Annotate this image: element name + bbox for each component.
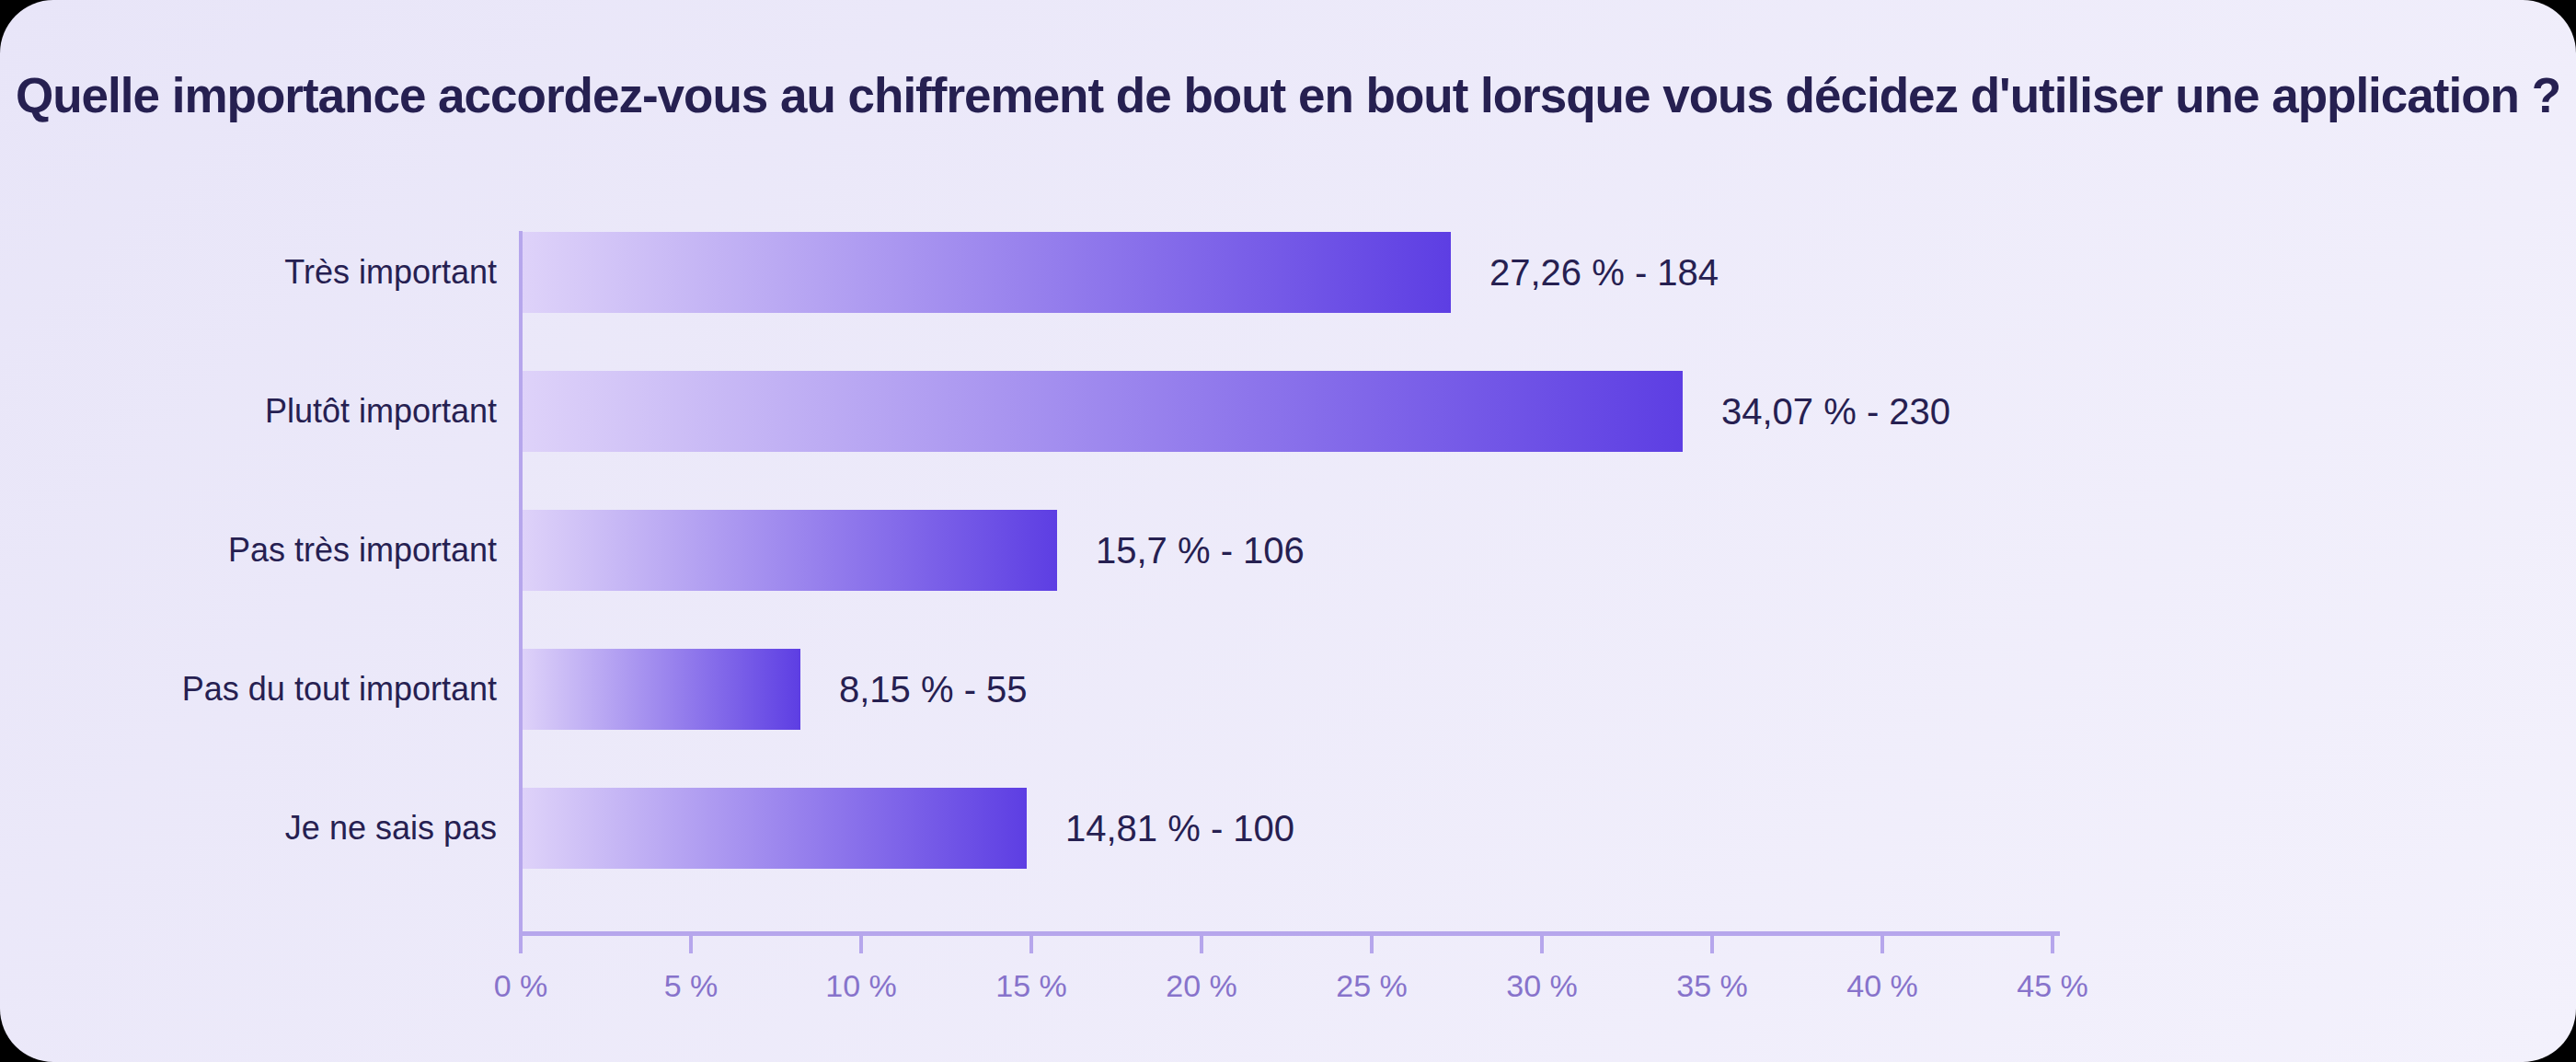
- x-tick-label: 25 %: [1336, 968, 1408, 1004]
- value-label: 15,7 % - 106: [1096, 530, 1305, 571]
- x-axis-tick: [1029, 933, 1033, 953]
- x-axis-line: [519, 931, 2060, 936]
- x-tick-label: 45 %: [2017, 968, 2088, 1004]
- x-axis-tick: [1880, 933, 1884, 953]
- x-axis-tick: [689, 933, 693, 953]
- x-axis-tick: [1370, 933, 1374, 953]
- category-label: Je ne sais pas: [55, 809, 497, 848]
- value-label: 14,81 % - 100: [1065, 808, 1294, 849]
- x-tick-label: 30 %: [1506, 968, 1578, 1004]
- x-tick-label: 35 %: [1676, 968, 1748, 1004]
- x-axis-tick: [1540, 933, 1544, 953]
- x-axis-tick: [1200, 933, 1203, 953]
- x-axis-tick: [2051, 933, 2054, 953]
- x-tick-label: 0 %: [494, 968, 548, 1004]
- value-label: 27,26 % - 184: [1489, 252, 1719, 294]
- survey-card: Quelle importance accordez-vous au chiff…: [0, 0, 2576, 1062]
- value-label: 34,07 % - 230: [1721, 391, 1950, 433]
- x-tick-label: 5 %: [664, 968, 719, 1004]
- y-axis-line: [519, 231, 523, 953]
- x-tick-label: 20 %: [1166, 968, 1237, 1004]
- x-axis-tick: [519, 933, 523, 953]
- x-tick-label: 15 %: [995, 968, 1067, 1004]
- x-tick-label: 40 %: [1846, 968, 1918, 1004]
- category-label: Pas très important: [55, 531, 497, 570]
- bar: [523, 510, 1057, 591]
- category-label: Plutôt important: [55, 392, 497, 431]
- x-tick-label: 10 %: [825, 968, 897, 1004]
- bar: [523, 232, 1451, 313]
- value-label: 8,15 % - 55: [839, 669, 1028, 710]
- bar: [523, 649, 800, 730]
- category-label: Pas du tout important: [55, 670, 497, 709]
- survey-chart-screenshot: { "chart_data": { "type": "bar", "orient…: [0, 0, 2576, 1062]
- x-axis-tick: [1710, 933, 1714, 953]
- bar: [523, 788, 1027, 869]
- bar: [523, 371, 1683, 452]
- x-axis-tick: [859, 933, 863, 953]
- category-label: Très important: [55, 253, 497, 292]
- chart-title: Quelle importance accordez-vous au chiff…: [0, 66, 2576, 125]
